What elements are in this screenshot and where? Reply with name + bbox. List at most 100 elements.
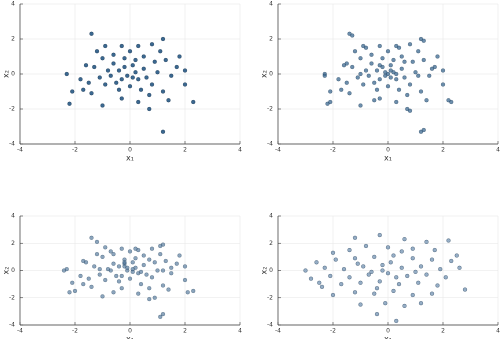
point [122, 64, 127, 70]
point [385, 49, 391, 54]
point [182, 264, 188, 269]
point [185, 290, 190, 295]
y-tick-label: 2 [269, 36, 273, 43]
point [418, 264, 424, 269]
point [119, 273, 124, 279]
point [449, 258, 454, 264]
point [440, 82, 446, 87]
y-tick-label: 0 [269, 71, 273, 78]
point [97, 272, 102, 277]
point [89, 284, 94, 289]
point [177, 54, 182, 59]
point [147, 257, 152, 262]
point [418, 301, 424, 306]
x-tick-label: 0 [386, 147, 390, 154]
point [377, 279, 382, 284]
y-axis-label: x₂ [260, 70, 269, 78]
point [341, 267, 347, 272]
point [394, 99, 399, 105]
y-axis-label: x₂ [2, 267, 11, 275]
x-tick-label: 2 [183, 147, 187, 154]
point [127, 84, 133, 89]
point [152, 295, 157, 300]
point [94, 49, 100, 54]
point [358, 280, 363, 285]
x-tick-label: -2 [330, 147, 336, 154]
point [160, 36, 166, 42]
point [141, 54, 146, 59]
point [372, 291, 377, 296]
point [136, 99, 141, 105]
point [78, 77, 83, 82]
point [374, 312, 380, 317]
point [149, 42, 155, 47]
point [358, 103, 363, 108]
point [396, 87, 402, 92]
y-tick-label: -2 [9, 106, 15, 113]
y-tick-label: -4 [9, 141, 15, 148]
point [361, 264, 366, 269]
point [133, 256, 138, 261]
point [169, 265, 174, 270]
point [339, 282, 344, 287]
x-tick-label: 2 [183, 328, 187, 335]
point [67, 101, 72, 106]
point [158, 252, 163, 257]
x-tick-label: -4 [275, 328, 281, 335]
point [182, 82, 188, 87]
point [136, 43, 141, 49]
point [435, 283, 440, 288]
point [407, 82, 413, 87]
point [138, 87, 144, 92]
x-tick-label: -2 [72, 147, 78, 154]
point [144, 75, 149, 80]
y-tick-label: -2 [267, 294, 273, 301]
point [81, 258, 86, 264]
point [443, 275, 448, 280]
point [136, 77, 141, 82]
y-tick-label: -4 [267, 322, 273, 329]
x-tick-label: 4 [238, 328, 242, 335]
point [94, 252, 100, 257]
point [344, 61, 349, 66]
point [163, 57, 168, 63]
point [427, 73, 432, 78]
point [394, 71, 399, 77]
point [160, 312, 166, 317]
point [402, 303, 407, 309]
point [347, 247, 352, 253]
point [454, 253, 459, 258]
y-axis-label: x₂ [2, 70, 11, 78]
point [100, 56, 105, 61]
point [72, 288, 78, 294]
point [92, 264, 97, 269]
point [344, 80, 349, 85]
y-tick-label: -2 [9, 294, 15, 301]
point [380, 268, 385, 273]
point [374, 87, 380, 92]
point [330, 250, 336, 255]
point [363, 68, 369, 73]
x-tick-label: 4 [496, 147, 500, 154]
point [138, 282, 144, 287]
point [114, 80, 119, 85]
point [429, 257, 435, 262]
point [116, 87, 122, 92]
point [416, 49, 421, 54]
point [418, 89, 424, 94]
point [421, 57, 426, 63]
x-tick-label: 2 [441, 147, 445, 154]
point [111, 252, 116, 257]
point [92, 64, 97, 70]
point [440, 68, 446, 73]
point [369, 52, 374, 57]
point [105, 68, 111, 73]
point [111, 52, 116, 57]
point [396, 45, 402, 50]
point [100, 294, 105, 299]
point [174, 64, 179, 70]
point [446, 238, 451, 243]
point [160, 283, 166, 288]
x-axis-label: x₁ [126, 154, 134, 163]
